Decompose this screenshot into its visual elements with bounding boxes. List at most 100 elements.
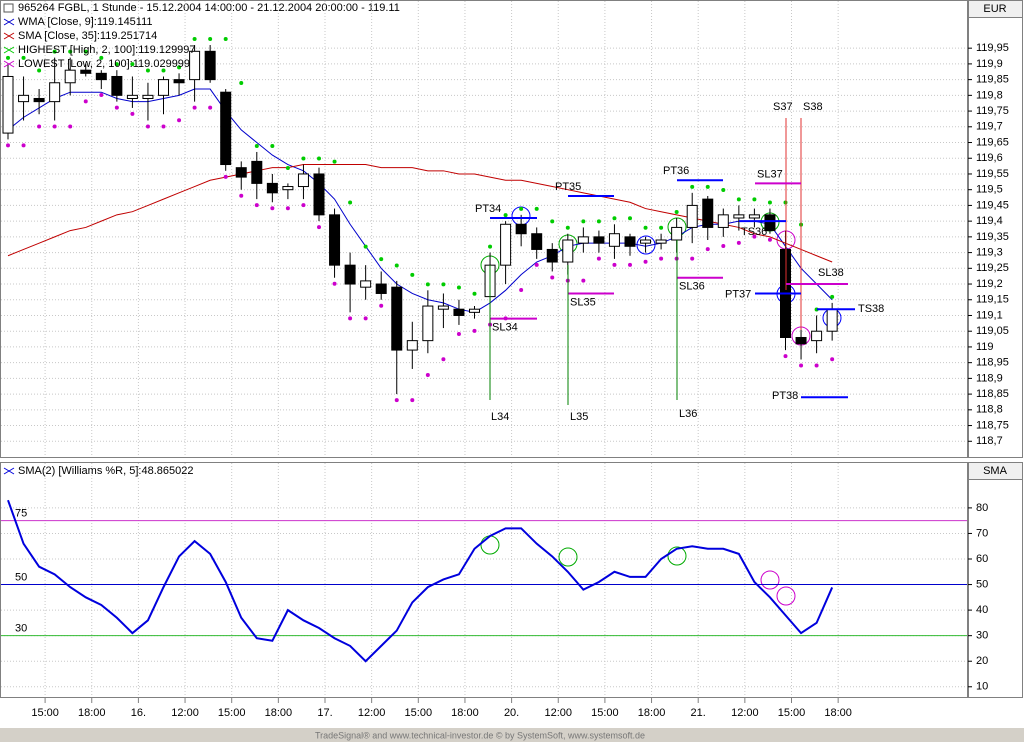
candle-body [748, 214, 760, 219]
annotation-label: TS38 [858, 303, 884, 315]
series-dot [456, 332, 461, 337]
candle-body [686, 204, 698, 228]
series-dot [348, 200, 353, 205]
x-tick-label: 15:00 [405, 707, 433, 719]
y-tick-label: 20 [976, 655, 988, 667]
y-tick-label: 10 [976, 681, 988, 693]
series-dot [363, 244, 368, 249]
series-dot [690, 256, 695, 261]
series-dot [596, 256, 601, 261]
candle-body [126, 94, 138, 99]
series-dot [705, 247, 710, 252]
indicator-unit: SMA [983, 465, 1008, 477]
series-dot [456, 285, 461, 290]
level-label: 75 [15, 508, 27, 520]
series-dot [99, 93, 104, 98]
candle-body [562, 239, 574, 263]
series-dot [114, 105, 119, 110]
series-dot [705, 184, 710, 189]
annotation-label: TS36 [741, 226, 767, 238]
series-dot [301, 156, 306, 161]
candle-body [18, 94, 30, 103]
series-dot [472, 328, 477, 333]
series-dot [830, 357, 835, 362]
footer: TradeSignal® and www.technical-investor.… [315, 730, 645, 740]
series-dot [425, 282, 430, 287]
candle-body [577, 236, 589, 244]
candle-body [33, 97, 45, 103]
x-tick-label: 15:00 [218, 707, 246, 719]
series-dot [317, 225, 321, 230]
y-tick-label: 119,5 [976, 184, 1003, 196]
series-dot [799, 363, 804, 368]
series-dot [659, 225, 664, 230]
candle-body [204, 50, 216, 81]
series-dot [379, 303, 384, 308]
series-dot [270, 206, 275, 211]
series-dot [21, 55, 26, 60]
candle-body [2, 75, 14, 134]
series-dot [643, 259, 648, 264]
series-dot [223, 174, 228, 179]
title-icon [3, 3, 14, 13]
y-tick-label: 119,8 [976, 89, 1003, 101]
candle-body [453, 308, 465, 316]
series-dot [37, 124, 42, 129]
y-tick-label: 118,95 [976, 357, 1009, 369]
y-tick-label: 119,75 [976, 105, 1009, 117]
series-dot [83, 49, 88, 54]
series-dot [6, 143, 10, 148]
candle-body [142, 94, 154, 99]
y-tick-label: 119,25 [976, 262, 1009, 274]
series-dot [581, 278, 586, 283]
series-line [7, 499, 834, 663]
series-dot [161, 124, 166, 129]
y-tick-label: 118,8 [976, 404, 1003, 416]
series-dot [628, 262, 632, 267]
candle-body [313, 173, 325, 216]
series-dot [270, 143, 275, 148]
annotation-label: S38 [803, 101, 823, 113]
price-unit: EUR [983, 3, 1006, 15]
series-dot [519, 206, 524, 211]
y-tick-label: 50 [976, 578, 988, 590]
series-dot [736, 240, 741, 245]
annotation-label: PT34 [475, 203, 501, 215]
candle-body [671, 226, 683, 241]
candle-body [764, 214, 776, 232]
x-tick-label: 20. [504, 707, 519, 719]
annotation-label: PT35 [555, 181, 581, 193]
series-dot [814, 363, 819, 368]
unit-box [968, 462, 1023, 480]
series-dot [130, 62, 135, 67]
level-label: 30 [15, 623, 27, 635]
series-dot [643, 225, 648, 230]
series-dot [628, 216, 632, 221]
candle-body [344, 264, 356, 285]
annotation-label: PT38 [772, 390, 798, 402]
series-dot [379, 257, 384, 262]
signal-circle [558, 547, 578, 567]
legend-icon [3, 18, 15, 26]
y-tick-label: 118,7 [976, 435, 1003, 447]
candle-body [515, 223, 527, 235]
price-panel [0, 0, 968, 458]
x-tick-label: 12:00 [544, 707, 572, 719]
y-tick-label: 119,95 [976, 42, 1009, 54]
candle-body [608, 233, 620, 247]
series-dot [192, 37, 197, 42]
series-dot [145, 124, 150, 129]
legend-label: HIGHEST [High, 2, 100]:119.129997 [18, 44, 196, 56]
series-dot [130, 111, 135, 116]
series-dot [239, 81, 244, 86]
x-tick-label: 15:00 [591, 707, 619, 719]
candle-body [811, 330, 823, 342]
candle-body [795, 336, 807, 345]
x-tick-label: 18:00 [451, 707, 479, 719]
annotation-label: SL36 [679, 281, 705, 293]
series-dot [767, 237, 772, 242]
candle-body [437, 305, 449, 310]
candle-body [422, 305, 434, 342]
series-dot [285, 206, 290, 211]
